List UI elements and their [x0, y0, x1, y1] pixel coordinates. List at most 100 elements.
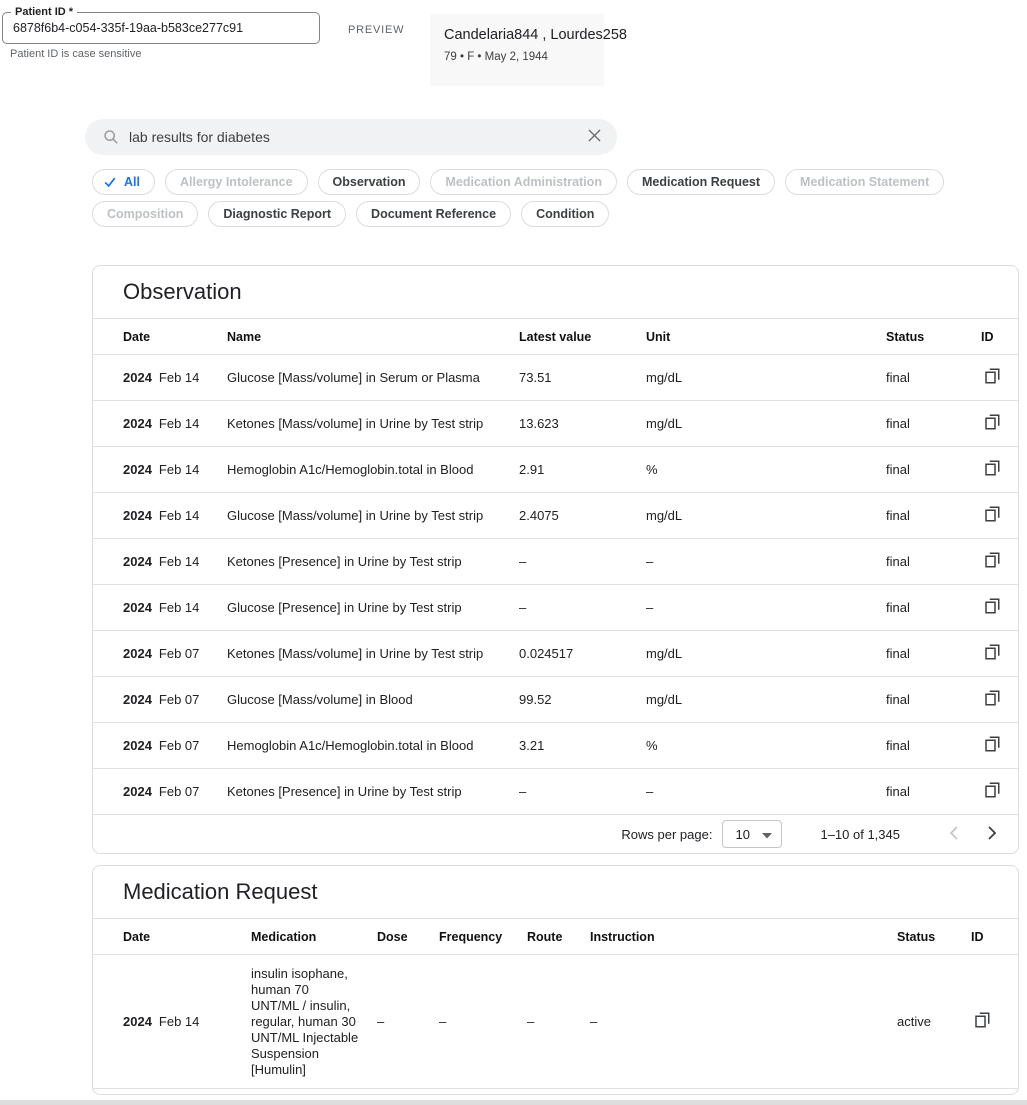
column-header: Status: [886, 329, 925, 344]
rows-per-page-label: Rows per page:: [621, 826, 713, 842]
date-cell: 2024 Feb 14: [123, 508, 227, 523]
copy-id-button[interactable]: [971, 1009, 993, 1034]
copy-id-button[interactable]: [981, 411, 1003, 436]
copy-icon: [983, 459, 1001, 480]
observation-title: Observation: [123, 279, 242, 304]
date-day: Feb 07: [158, 784, 200, 799]
chip-label: Medication Administration: [445, 175, 602, 189]
next-page-button[interactable]: [982, 821, 1002, 848]
copy-icon: [973, 1011, 991, 1032]
copy-id-button[interactable]: [981, 457, 1003, 482]
observation-card: Observation Date Name Latest value Unit …: [92, 265, 1019, 854]
copy-id-button[interactable]: [981, 549, 1003, 574]
copy-id-button[interactable]: [981, 503, 1003, 528]
patient-meta: 79 • F • May 2, 1944: [444, 51, 548, 63]
chip-all[interactable]: All: [92, 169, 155, 195]
unit-cell: –: [646, 600, 654, 615]
copy-icon: [983, 781, 1001, 802]
dose-cell: –: [377, 1014, 385, 1029]
clear-search-button[interactable]: [584, 125, 605, 149]
rows-per-page-select[interactable]: 10: [722, 820, 783, 848]
status-cell: final: [886, 370, 910, 385]
chip-label: Document Reference: [371, 207, 497, 221]
table-row: 2024 Feb 14 insulin isophane, human 70 UN…: [93, 955, 1018, 1089]
copy-id-button[interactable]: [981, 641, 1003, 666]
name-cell: Glucose [Mass/volume] in Blood: [227, 692, 413, 707]
name-cell: Glucose [Presence] in Urine by Test stri…: [227, 600, 462, 615]
patient-preview-card: Candelaria844 , Lourdes258 79 • F • May …: [430, 14, 627, 86]
table-row: 2024 Feb 14 Glucose [Mass/volume] in Urin…: [93, 493, 1018, 539]
name-cell: Ketones [Presence] in Urine by Test stri…: [227, 554, 462, 569]
value-cell: –: [519, 784, 527, 799]
copy-id-button[interactable]: [981, 779, 1003, 804]
chip-label: Diagnostic Report: [223, 207, 332, 221]
column-header: Latest value: [519, 329, 592, 344]
observation-title-row: Observation: [93, 266, 1018, 319]
copy-id-button[interactable]: [981, 733, 1003, 758]
copy-id-button[interactable]: [981, 687, 1003, 712]
resource-filter-chips: All Allergy Intolerance Observation Medi…: [92, 169, 1022, 227]
table-row: 2024 Feb 14 Ketones [Presence] in Urine b…: [93, 539, 1018, 585]
unit-cell: %: [646, 462, 658, 477]
chip-label: Allergy Intolerance: [179, 175, 293, 189]
search-bar: [85, 119, 617, 155]
date-day: Feb 14: [158, 1014, 200, 1029]
date-day: Feb 14: [158, 462, 200, 477]
date-year: 2024: [123, 692, 152, 707]
chip-condition[interactable]: Condition: [521, 201, 610, 227]
column-header: Unit: [646, 329, 671, 344]
chip-label: Medication Statement: [800, 175, 930, 189]
date-day: Feb 14: [158, 416, 200, 431]
column-header: Date: [123, 929, 151, 944]
date-day: Feb 07: [158, 738, 200, 753]
date-day: Feb 14: [158, 554, 200, 569]
name-cell: Ketones [Presence] in Urine by Test stri…: [227, 784, 462, 799]
name-cell: Ketones [Mass/volume] in Urine by Test s…: [227, 416, 484, 431]
value-cell: 13.623: [519, 416, 559, 431]
chip-medication-administration: Medication Administration: [430, 169, 617, 195]
status-cell: final: [886, 554, 910, 569]
date-day: Feb 14: [158, 370, 200, 385]
value-cell: –: [519, 600, 527, 615]
column-header: ID: [971, 929, 984, 944]
date-cell: 2024 Feb 14: [123, 370, 227, 385]
chevron-down-icon: [762, 827, 773, 842]
chip-label: Condition: [536, 207, 595, 221]
horizontal-scrollbar[interactable]: [0, 1100, 1027, 1105]
status-cell: final: [886, 646, 910, 661]
chip-document-reference[interactable]: Document Reference: [356, 201, 512, 227]
chip-label: All: [124, 175, 140, 189]
copy-icon: [983, 367, 1001, 388]
date-year: 2024: [123, 508, 152, 523]
date-cell: 2024 Feb 14: [123, 416, 227, 431]
frequency-cell: –: [439, 1014, 447, 1029]
date-year: 2024: [123, 600, 152, 615]
patient-id-input[interactable]: [3, 13, 319, 43]
column-header: ID: [981, 329, 994, 344]
chip-diagnostic-report[interactable]: Diagnostic Report: [208, 201, 347, 227]
date-cell: 2024 Feb 14: [123, 462, 227, 477]
close-icon: [588, 129, 601, 145]
unit-cell: mg/dL: [646, 416, 683, 431]
previous-page-button[interactable]: [944, 821, 964, 848]
column-header: Instruction: [590, 929, 655, 944]
date-year: 2024: [123, 784, 152, 799]
chevron-right-icon: [986, 825, 998, 844]
table-row: 2024 Feb 07 Hemoglobin A1c/Hemoglobin.tot…: [93, 723, 1018, 769]
column-header: Frequency: [439, 929, 503, 944]
chip-observation[interactable]: Observation: [317, 169, 421, 195]
date-year: 2024: [123, 1014, 152, 1029]
copy-id-button[interactable]: [981, 595, 1003, 620]
chip-label: Composition: [107, 207, 184, 221]
table-row: 2024 Feb 14 Hemoglobin A1c/Hemoglobin.tot…: [93, 447, 1018, 493]
column-header: Date: [123, 329, 151, 344]
unit-cell: mg/dL: [646, 508, 683, 523]
name-cell: Hemoglobin A1c/Hemoglobin.total in Blood: [227, 738, 474, 753]
copy-id-button[interactable]: [981, 365, 1003, 390]
pagination-range: 1–10 of 1,345: [820, 826, 900, 842]
chip-allergy-intolerance: Allergy Intolerance: [164, 169, 308, 195]
chip-medication-request[interactable]: Medication Request: [626, 169, 776, 195]
date-cell: 2024 Feb 07: [123, 692, 227, 707]
search-icon: [103, 129, 119, 145]
search-input[interactable]: [119, 129, 584, 145]
